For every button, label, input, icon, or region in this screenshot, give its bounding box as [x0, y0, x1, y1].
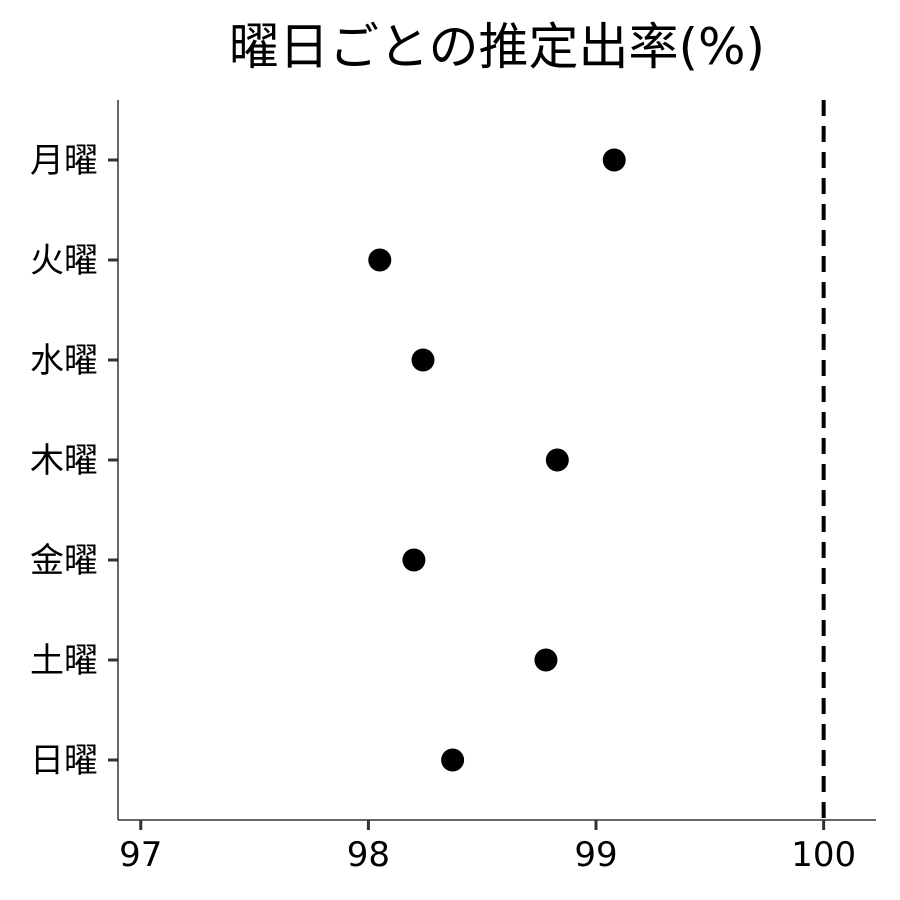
- data-points: [368, 148, 626, 772]
- chart-title: 曜日ごとの推定出率(%): [229, 18, 765, 76]
- y-tick-label-5: 土曜: [30, 641, 98, 681]
- x-tick-label-2: 99: [574, 835, 617, 875]
- y-tick-label-2: 水曜: [30, 341, 98, 381]
- y-tick-label-3: 木曜: [30, 441, 98, 481]
- x-axis-ticks: 97 98 99 100: [119, 820, 856, 875]
- data-point-2: [411, 348, 435, 372]
- y-tick-label-1: 火曜: [30, 241, 98, 281]
- x-tick-label-1: 98: [347, 835, 390, 875]
- data-point-6: [441, 748, 465, 772]
- x-tick-label-3: 100: [791, 835, 856, 875]
- y-tick-label-4: 金曜: [30, 541, 98, 581]
- y-tick-label-0: 月曜: [30, 141, 98, 181]
- data-point-1: [368, 248, 392, 272]
- y-tick-label-6: 日曜: [30, 741, 98, 781]
- x-tick-label-0: 97: [119, 835, 162, 875]
- data-point-4: [402, 548, 426, 572]
- data-point-0: [602, 148, 626, 172]
- data-point-3: [545, 448, 569, 472]
- data-point-5: [534, 648, 558, 672]
